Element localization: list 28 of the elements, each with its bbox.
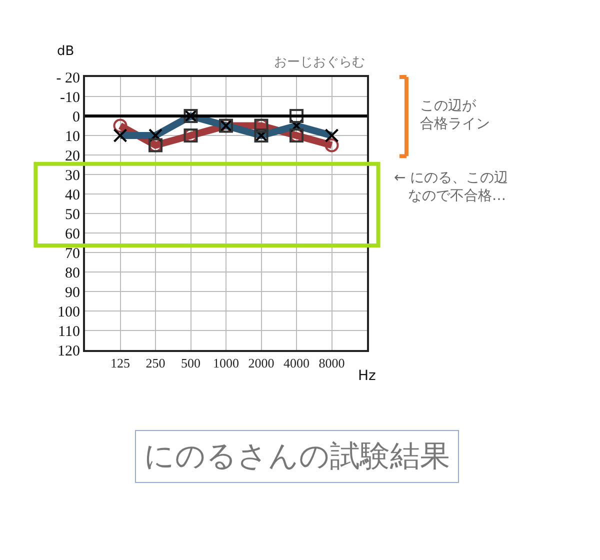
x-axis-title: Hz xyxy=(358,368,376,384)
text: にのるさんの試験結果 xyxy=(144,439,450,474)
y-tick-label: 110 xyxy=(58,324,80,340)
y-tick-label: 90 xyxy=(65,284,80,301)
chart-subtitle: おーじおぐらむ xyxy=(274,55,365,70)
y-tick-label: - 20 xyxy=(56,70,80,86)
y-tick-label: 100 xyxy=(58,304,80,320)
x-tick-label: 500 xyxy=(181,356,200,371)
y-axis-title: dB xyxy=(57,44,74,59)
y-tick-label: 120 xyxy=(58,343,80,360)
text: この辺が合格ライン xyxy=(420,98,490,132)
y-tick-label: 20 xyxy=(65,148,80,164)
y-tick-label: 70 xyxy=(65,246,80,262)
y-tick-label: 10 xyxy=(65,128,80,145)
y-tick-label: 60 xyxy=(65,226,80,242)
y-tick-label: 30 xyxy=(65,168,80,184)
x-tick-label: 125 xyxy=(110,356,130,371)
x-tick-label: 4000 xyxy=(284,356,310,371)
x-tick-label: 1000 xyxy=(213,356,239,371)
y-tick-label: 80 xyxy=(65,265,80,282)
x-tick-label: 250 xyxy=(146,356,166,371)
y-tick-label: 40 xyxy=(65,187,80,204)
text: ← にのる、この辺なので不合格… xyxy=(394,170,508,204)
y-tick-label: 0 xyxy=(72,109,80,126)
y-tick-label: -10 xyxy=(60,90,80,106)
y-tick-label: 50 xyxy=(65,206,80,223)
x-tick-label: 2000 xyxy=(248,356,274,371)
x-tick-label: 8000 xyxy=(318,356,345,371)
